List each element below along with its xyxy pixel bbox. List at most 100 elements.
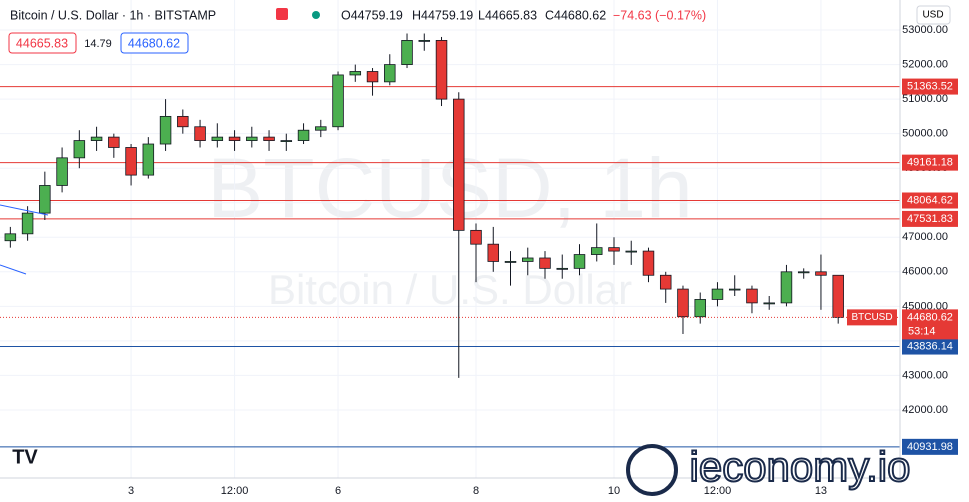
spread: 14.79 xyxy=(84,38,112,50)
ohlc-high: H44759.19 xyxy=(412,8,473,22)
level-label-bg xyxy=(902,210,958,227)
y-tick-label: 51000.00 xyxy=(902,93,948,105)
candle-body xyxy=(73,140,86,159)
ohlc-low: L44665.83 xyxy=(478,8,537,22)
legend-header: Bitcoin / U.S. Dollar · 1h · BITSTAMP O4… xyxy=(8,8,706,54)
brand-logo: ieconomy.io xyxy=(626,442,912,496)
candle-body xyxy=(711,288,724,300)
candle-body xyxy=(522,257,534,262)
candle-body xyxy=(677,288,689,318)
ask-box[interactable] xyxy=(120,32,189,54)
brand-name: ieconomy.io xyxy=(690,443,911,490)
level-label: 48064.62 xyxy=(907,194,953,206)
axis-layer: 42000.0043000.0044000.0045000.0046000.00… xyxy=(128,24,958,497)
level-label: 43836.14 xyxy=(907,340,953,352)
candle-body xyxy=(21,212,34,235)
bid-price: 44665.83 xyxy=(16,36,68,50)
x-tick-label: 10 xyxy=(608,485,620,497)
y-tick-label: 42000.00 xyxy=(902,404,948,416)
candle-body xyxy=(90,136,103,141)
x-tick-label: 13 xyxy=(815,485,827,497)
last-price-bg xyxy=(902,309,958,340)
candle-body xyxy=(746,288,758,304)
y-tick-label: 50000.00 xyxy=(902,128,948,140)
candle-body xyxy=(815,271,827,276)
level-label: 40931.98 xyxy=(907,441,953,453)
candle-body xyxy=(349,71,362,76)
status-dot xyxy=(312,11,320,19)
ohlc-open: O44759.19 xyxy=(341,8,403,22)
price-axis xyxy=(900,0,969,502)
candle-body xyxy=(728,288,741,291)
candle-body xyxy=(263,136,275,141)
candle-body xyxy=(39,185,51,214)
candle-body xyxy=(625,250,637,253)
candle-body xyxy=(573,254,586,269)
y-tick-label: 43000.00 xyxy=(902,369,948,381)
x-tick-label: 12:00 xyxy=(704,485,732,497)
candle-body xyxy=(56,157,68,186)
candle-body xyxy=(470,229,482,245)
level-label-bg xyxy=(902,338,958,355)
candle-body xyxy=(608,247,620,252)
candle-body xyxy=(590,247,603,255)
candle-body xyxy=(108,136,120,148)
candle-body xyxy=(297,129,310,141)
candle-body xyxy=(315,126,327,131)
candle-body xyxy=(366,71,379,83)
candle-body xyxy=(125,147,137,176)
candle-body xyxy=(401,40,413,65)
logo-circle xyxy=(626,444,678,496)
currency-button[interactable] xyxy=(916,5,951,25)
countdown: 53:14 xyxy=(908,325,936,337)
symbol-title: Bitcoin / U.S. Dollar · 1h · BITSTAMP xyxy=(10,8,216,22)
plot-area xyxy=(0,0,900,478)
candle-body xyxy=(142,143,155,176)
candle-body xyxy=(332,74,344,128)
level-label: 51363.52 xyxy=(907,80,953,92)
trend-line xyxy=(0,204,49,216)
candle-body xyxy=(659,274,672,290)
y-tick-label: 52000.00 xyxy=(902,58,948,70)
candle-body xyxy=(246,136,258,141)
symbol-tag: BTCUSD xyxy=(851,312,892,323)
level-label-bg xyxy=(902,192,958,209)
last-price-label: 44680.62 xyxy=(907,311,953,323)
candle-body xyxy=(763,302,775,305)
candle-body xyxy=(280,140,293,142)
x-tick-label: 3 xyxy=(128,485,134,497)
level-label-bg xyxy=(902,438,958,455)
level-label-bg xyxy=(902,154,958,171)
x-tick-label: 8 xyxy=(473,485,479,497)
level-label: 47531.83 xyxy=(907,213,953,225)
watermark: BTCUSD, 1h Bitcoin / U.S. Dollar xyxy=(207,141,692,313)
candle-body xyxy=(694,299,706,318)
candle-body xyxy=(832,274,844,318)
candle-body xyxy=(453,98,465,231)
candle-body xyxy=(418,40,431,42)
candle-body xyxy=(504,261,517,263)
tv-logo: TV xyxy=(12,446,38,468)
ohlc-change: −74.63 (−0.17%) xyxy=(613,8,706,22)
candle-body xyxy=(642,250,655,276)
watermark-name: Bitcoin / U.S. Dollar xyxy=(268,266,632,313)
ohlc-close: C44680.62 xyxy=(545,8,606,22)
flag-icon[interactable] xyxy=(276,8,288,20)
bid-box[interactable] xyxy=(8,32,77,54)
candle-body xyxy=(194,126,206,141)
candle-body xyxy=(539,257,551,269)
trend-line xyxy=(0,264,27,275)
currency: USD xyxy=(922,10,943,21)
candle-body xyxy=(177,115,189,128)
candle-body xyxy=(384,64,396,83)
ask-price: 44680.62 xyxy=(128,36,180,50)
y-tick-label: 53000.00 xyxy=(902,24,948,36)
candle-body xyxy=(487,243,500,262)
level-label-bg xyxy=(902,78,958,95)
candle-body xyxy=(159,115,172,145)
x-tick-label: 6 xyxy=(335,485,341,497)
x-tick-label: 12:00 xyxy=(221,485,249,497)
candle-body xyxy=(797,271,810,274)
